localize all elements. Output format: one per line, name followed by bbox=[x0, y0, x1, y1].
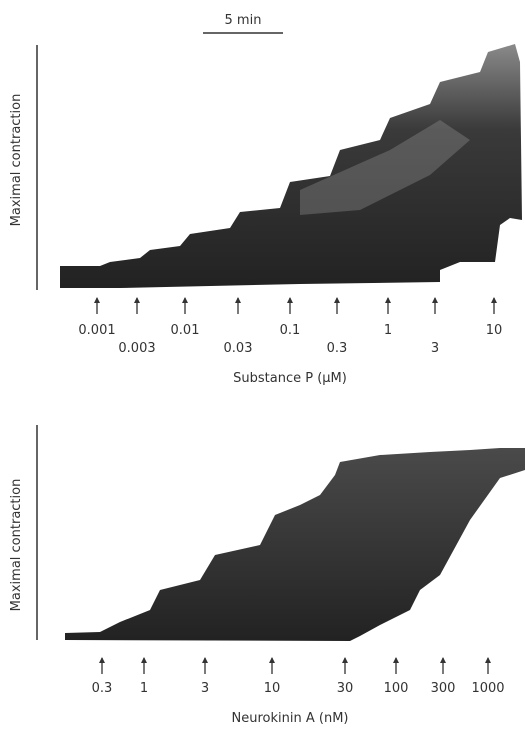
trace-highlight bbox=[300, 120, 470, 215]
dose-label: 100 bbox=[384, 681, 409, 696]
dose-label: 1 bbox=[140, 681, 148, 696]
dose-arrowhead bbox=[134, 297, 140, 303]
dose-arrowhead bbox=[99, 657, 105, 663]
dose-arrowhead bbox=[342, 657, 348, 663]
dose-label: 30 bbox=[337, 681, 354, 696]
trace bbox=[65, 448, 525, 641]
trace bbox=[60, 44, 522, 288]
dose-arrowhead bbox=[393, 657, 399, 663]
dose-arrowhead bbox=[269, 657, 275, 663]
y-label: Maximal contraction bbox=[9, 94, 24, 227]
dose-label: 1 bbox=[384, 323, 392, 338]
dose-label: 300 bbox=[431, 681, 456, 696]
dose-label: 3 bbox=[201, 681, 209, 696]
dose-arrowhead bbox=[94, 297, 100, 303]
dose-label: 10 bbox=[264, 681, 281, 696]
dose-arrowhead bbox=[287, 297, 293, 303]
dose-arrowhead bbox=[440, 657, 446, 663]
y-label: Maximal contraction bbox=[9, 479, 24, 612]
dose-label: 0.001 bbox=[78, 323, 115, 338]
dose-label: 1000 bbox=[471, 681, 504, 696]
dose-arrowhead bbox=[432, 297, 438, 303]
scale-bar-label: 5 min bbox=[225, 13, 262, 28]
dose-arrowhead bbox=[141, 657, 147, 663]
dose-arrowhead bbox=[485, 657, 491, 663]
dose-arrowhead bbox=[182, 297, 188, 303]
dose-arrowhead bbox=[334, 297, 340, 303]
dose-label: 0.3 bbox=[327, 341, 348, 356]
dose-label: 0.1 bbox=[280, 323, 301, 338]
x-label: Substance P (μM) bbox=[233, 371, 347, 386]
dose-label: 10 bbox=[486, 323, 503, 338]
x-label: Neurokinin A (nM) bbox=[232, 711, 349, 726]
dose-arrowhead bbox=[235, 297, 241, 303]
dose-label: 0.3 bbox=[92, 681, 113, 696]
dose-arrowhead bbox=[491, 297, 497, 303]
dose-arrowhead bbox=[202, 657, 208, 663]
dose-label: 0.01 bbox=[171, 323, 200, 338]
dose-label: 3 bbox=[431, 341, 439, 356]
dose-label: 0.03 bbox=[224, 341, 253, 356]
dose-arrowhead bbox=[385, 297, 391, 303]
dose-label: 0.003 bbox=[118, 341, 155, 356]
